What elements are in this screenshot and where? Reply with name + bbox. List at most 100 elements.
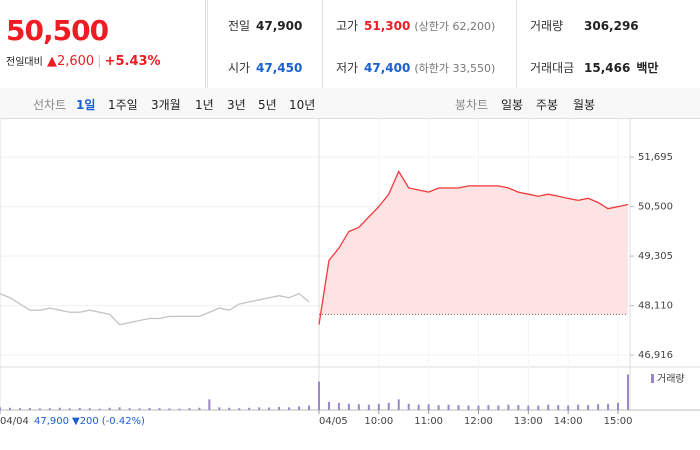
- x-tick-label: 04/05: [319, 416, 348, 427]
- volume-bar: [208, 399, 211, 410]
- period-tab[interactable]: 3개월: [151, 98, 181, 112]
- candle-tab[interactable]: 주봉: [536, 98, 559, 112]
- volume-bar: [18, 408, 21, 410]
- period-tab[interactable]: 1일: [76, 98, 96, 112]
- quote-header: 50,500 전일대비 ▲2,600 | +5.43% 전일 47,900 고가 51,3…: [0, 0, 700, 89]
- volume-bar: [278, 406, 281, 410]
- volume-bar: [567, 405, 570, 410]
- tab-group-label: 봉차트: [455, 98, 489, 112]
- legend-label: 거래량: [657, 373, 685, 385]
- candle-tab[interactable]: 일봉: [501, 98, 524, 112]
- volume-bar: [38, 408, 41, 410]
- volume-bar: [537, 405, 540, 410]
- x-tick-label: 13:00: [514, 416, 543, 427]
- volume-bar: [78, 408, 81, 410]
- volume-bar: [577, 404, 580, 410]
- x-tick-label: 14:00: [554, 416, 583, 427]
- field-unit: 백만: [636, 61, 659, 75]
- field-value: 47,900: [256, 19, 303, 33]
- change-amount: ▲2,600: [46, 54, 95, 69]
- quote-cell: 거래량 306,296: [530, 17, 639, 34]
- volume-bar: [437, 405, 440, 410]
- volume-bar: [337, 402, 340, 410]
- y-tick-label: 50,500: [638, 202, 673, 213]
- column-divider: [516, 0, 517, 88]
- change-percent: +5.43%: [104, 54, 161, 69]
- price-box: 50,500 전일대비 ▲2,600 | +5.43%: [0, 0, 206, 88]
- price-line: [0, 292, 310, 326]
- field-value: 47,400: [364, 61, 411, 75]
- prev-day-summary: 47,900 ▼200 (-0.42%): [34, 416, 145, 427]
- prev-day-change: ▼200: [72, 416, 99, 427]
- column-divider: [322, 0, 323, 88]
- volume-bar: [517, 405, 520, 410]
- quote-cell: 거래대금 15,466 백만: [530, 59, 658, 76]
- volume-bar: [198, 407, 201, 410]
- volume-bar: [347, 403, 350, 410]
- field-label: 고가: [336, 19, 359, 33]
- volume-bar: [427, 404, 430, 410]
- change-label: 전일대비: [6, 57, 43, 68]
- field-value: 15,466: [584, 61, 631, 75]
- volume-bar: [168, 408, 171, 410]
- volume-bar: [48, 408, 51, 410]
- field-label: 거래대금: [530, 61, 575, 75]
- y-tick-label: 49,305: [638, 251, 673, 262]
- volume-bar: [457, 405, 460, 410]
- x-tick-label: 12:00: [464, 416, 493, 427]
- period-tab[interactable]: 10년: [289, 98, 316, 112]
- volume-bar: [397, 399, 400, 410]
- field-label: 저가: [336, 61, 359, 75]
- volume-bar: [158, 408, 161, 410]
- volume-bar: [487, 405, 490, 410]
- volume-bar: [228, 407, 231, 410]
- volume-bar: [547, 404, 550, 410]
- volume-bar: [258, 407, 261, 410]
- volume-bar: [587, 405, 590, 410]
- x-tick-label: 04/04: [0, 416, 29, 427]
- volume-bar: [248, 407, 251, 410]
- period-tab[interactable]: 1주일: [108, 98, 138, 112]
- volume-bar: [128, 408, 131, 410]
- volume-bar: [98, 408, 101, 410]
- current-price: 50,500: [6, 14, 109, 47]
- y-tick-label: 48,110: [638, 301, 673, 312]
- period-tab[interactable]: 5년: [258, 98, 277, 112]
- volume-bar: [308, 405, 311, 410]
- volume-bar: [8, 407, 11, 410]
- volume-bar: [617, 402, 620, 410]
- volume-bar: [317, 381, 320, 410]
- field-label: 전일: [228, 19, 251, 33]
- volume-bar: [108, 407, 111, 410]
- volume-bar: [527, 405, 530, 410]
- volume-bar: [268, 407, 271, 410]
- volume-bar: [218, 407, 221, 410]
- volume-bar: [148, 408, 151, 410]
- area: [318, 171, 628, 325]
- period-tab[interactable]: 1년: [195, 98, 214, 112]
- volume-bar: [367, 404, 370, 410]
- volume-bar: [467, 405, 470, 410]
- volume-bar: [28, 408, 31, 410]
- volume-bar: [238, 408, 241, 410]
- legend-swatch: [651, 374, 654, 383]
- change-line: 전일대비 ▲2,600 | +5.43%: [6, 53, 161, 69]
- period-tab[interactable]: 3년: [227, 98, 246, 112]
- separator: |: [97, 54, 102, 69]
- volume-bar: [597, 404, 600, 410]
- volume-bar: [447, 404, 450, 410]
- volume-bar: [138, 408, 141, 410]
- quote-cell: 저가 47,400 (하한가 33,550): [336, 59, 495, 76]
- volume-bar: [407, 403, 410, 410]
- volume-bar: [417, 404, 420, 410]
- volume-bar: [68, 408, 71, 410]
- x-tick-label: 11:00: [414, 416, 443, 427]
- field-note: (상한가 62,200): [414, 20, 496, 33]
- volume-bar: [497, 405, 500, 410]
- volume-bar: [627, 374, 629, 410]
- volume-bar: [298, 406, 301, 410]
- volume-bar: [477, 405, 480, 410]
- volume-bar: [607, 403, 610, 410]
- field-note: (하한가 33,550): [414, 62, 496, 75]
- candle-tab[interactable]: 월봉: [573, 98, 596, 112]
